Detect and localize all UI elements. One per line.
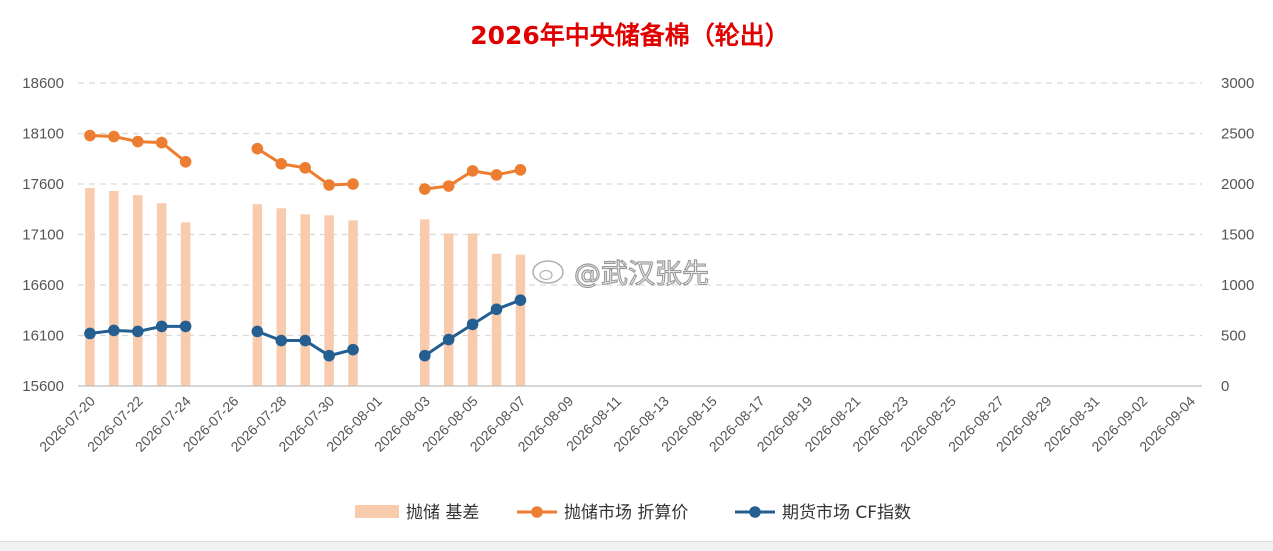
watermark-text: @武汉张先 bbox=[574, 259, 709, 290]
legend-label: 抛储市场 折算价 bbox=[564, 503, 688, 523]
data-point bbox=[179, 155, 192, 168]
line-series-group bbox=[84, 129, 527, 195]
data-point bbox=[131, 135, 144, 148]
y-left-tick-label: 17100 bbox=[22, 227, 64, 244]
data-point bbox=[418, 183, 431, 195]
y-axis-left: 15600 16100 16600 17100 17600 18100 18600 bbox=[22, 75, 64, 395]
bar bbox=[348, 220, 358, 386]
bar bbox=[276, 208, 287, 386]
watermark: @武汉张先 bbox=[532, 258, 710, 291]
y-left-tick-label: 18100 bbox=[22, 126, 64, 143]
legend-marker bbox=[531, 506, 543, 518]
bar bbox=[300, 214, 310, 386]
data-point bbox=[155, 320, 168, 333]
data-point bbox=[84, 129, 96, 142]
line-series-group bbox=[84, 294, 527, 362]
y-axis-right: 0 500 1000 1500 2000 2500 3000 bbox=[1221, 75, 1254, 395]
bar bbox=[467, 233, 478, 386]
bar bbox=[133, 195, 143, 386]
data-point bbox=[179, 320, 192, 333]
data-point bbox=[275, 158, 288, 170]
bar bbox=[324, 215, 334, 386]
y-right-tick-label: 3000 bbox=[1221, 75, 1254, 92]
y-left-tick-label: 15600 bbox=[22, 378, 64, 395]
bar bbox=[85, 188, 95, 386]
legend-swatch bbox=[355, 505, 399, 518]
y-right-tick-label: 1500 bbox=[1221, 227, 1254, 244]
legend-item: 抛储市场 折算价 bbox=[517, 503, 688, 523]
legend: 抛储 基差 抛储市场 折算价 期货市场 CF指数 bbox=[355, 503, 911, 523]
bar-series bbox=[85, 188, 526, 386]
data-point bbox=[466, 318, 479, 331]
data-point bbox=[490, 169, 503, 181]
y-right-tick-label: 1000 bbox=[1221, 277, 1254, 294]
footer-bar bbox=[0, 541, 1273, 551]
bar bbox=[109, 191, 119, 386]
y-left-tick-label: 17600 bbox=[22, 176, 64, 193]
data-point bbox=[442, 333, 455, 346]
chart-title: 2026年中央储备棉（轮出） bbox=[470, 21, 790, 50]
legend-label: 抛储 基差 bbox=[406, 503, 479, 523]
data-point bbox=[323, 349, 335, 362]
data-point bbox=[108, 324, 120, 337]
bar bbox=[491, 253, 502, 386]
legend-marker bbox=[749, 506, 761, 518]
legend-item: 期货市场 CF指数 bbox=[735, 503, 911, 523]
data-point bbox=[108, 130, 120, 143]
data-point bbox=[347, 178, 359, 190]
data-point bbox=[466, 165, 479, 177]
data-point bbox=[155, 136, 168, 149]
data-point bbox=[84, 327, 96, 340]
bar bbox=[420, 219, 430, 386]
y-right-tick-label: 0 bbox=[1221, 378, 1229, 395]
y-left-tick-label: 16100 bbox=[22, 328, 64, 345]
data-point bbox=[251, 142, 264, 155]
legend-label: 期货市场 CF指数 bbox=[782, 503, 911, 523]
weibo-logo bbox=[532, 260, 564, 284]
data-point bbox=[514, 164, 527, 176]
data-point bbox=[299, 162, 311, 174]
x-axis: 2026-07-202026-07-222026-07-242026-07-26… bbox=[36, 385, 1202, 455]
y-left-tick-label: 18600 bbox=[22, 75, 64, 92]
data-point bbox=[418, 349, 431, 362]
data-point bbox=[275, 334, 288, 347]
line-series bbox=[84, 129, 527, 362]
data-point bbox=[251, 325, 264, 338]
data-point bbox=[514, 294, 527, 306]
y-right-tick-label: 2500 bbox=[1221, 126, 1254, 143]
y-left-tick-label: 16600 bbox=[22, 277, 64, 294]
legend-item: 抛储 基差 bbox=[355, 503, 479, 523]
y-right-tick-label: 500 bbox=[1221, 328, 1246, 345]
data-point bbox=[442, 180, 455, 192]
bar bbox=[180, 222, 191, 386]
bar bbox=[156, 203, 167, 386]
data-point bbox=[347, 343, 359, 356]
data-point bbox=[131, 325, 144, 338]
data-point bbox=[299, 334, 311, 347]
y-right-tick-label: 2000 bbox=[1221, 176, 1254, 193]
data-point bbox=[490, 303, 503, 316]
bar bbox=[443, 233, 454, 386]
data-point bbox=[323, 179, 335, 191]
bar bbox=[515, 254, 526, 386]
gridlines bbox=[78, 82, 1202, 337]
weibo-logo-eye bbox=[539, 269, 553, 281]
bar bbox=[252, 204, 263, 386]
